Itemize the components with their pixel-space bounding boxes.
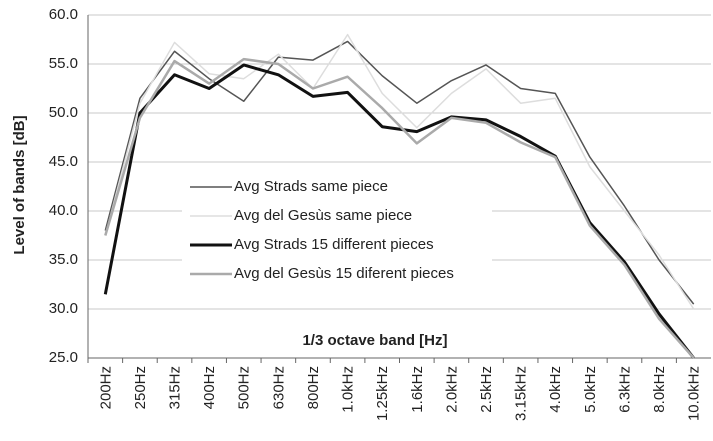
y-tick-label: 45.0 bbox=[49, 153, 78, 170]
series-line bbox=[103, 63, 695, 359]
x-tick-label: 400Hz bbox=[201, 366, 218, 409]
x-title-bg bbox=[270, 329, 480, 353]
x-tick-label: 250Hz bbox=[132, 366, 149, 409]
x-tick-label: 4.0kHz bbox=[547, 366, 564, 413]
x-tick-label: 2.5kHz bbox=[478, 366, 495, 413]
y-tick-label: 60.0 bbox=[49, 6, 78, 23]
x-tick-label: 6.3kHz bbox=[616, 366, 633, 413]
series-line bbox=[104, 40, 695, 305]
legend-label: Avg Strads 15 different pieces bbox=[234, 236, 434, 253]
y-tick-label: 50.0 bbox=[49, 104, 78, 121]
legend-label: Avg del Gesùs same piece bbox=[234, 207, 412, 224]
series-line bbox=[104, 57, 695, 359]
y-tick-label: 55.0 bbox=[49, 55, 78, 72]
x-tick-label: 3.15kHz bbox=[513, 366, 530, 421]
x-tick-label: 200Hz bbox=[97, 366, 114, 409]
x-tick-label: 1.6kHz bbox=[409, 366, 426, 413]
x-tick-label: 500Hz bbox=[236, 366, 253, 409]
y-tick-label: 40.0 bbox=[49, 202, 78, 219]
legend-box bbox=[182, 174, 492, 292]
x-tick-label: 5.0kHz bbox=[582, 366, 599, 413]
x-tick-label: 800Hz bbox=[305, 366, 322, 409]
x-tick-label: 1.25kHz bbox=[374, 366, 391, 421]
x-axis-title: 1/3 octave band [Hz] bbox=[302, 332, 447, 349]
x-tick-label: 2.0kHz bbox=[443, 366, 460, 413]
series-line bbox=[104, 33, 695, 310]
legend-label: Avg del Gesùs 15 diferent pieces bbox=[234, 265, 454, 282]
x-tick-label: 10.0kHz bbox=[686, 366, 703, 421]
x-tick-label: 1.0kHz bbox=[340, 366, 357, 413]
y-axis-title: Level of bands [dB] bbox=[11, 115, 28, 254]
legend-label: Avg Strads same piece bbox=[234, 178, 388, 195]
y-tick-label: 30.0 bbox=[49, 300, 78, 317]
y-tick-label: 35.0 bbox=[49, 251, 78, 268]
x-tick-label: 630Hz bbox=[270, 366, 287, 409]
y-tick-label: 25.0 bbox=[49, 349, 78, 366]
x-tick-label: 8.0kHz bbox=[651, 366, 668, 413]
x-tick-label: 315Hz bbox=[166, 366, 183, 409]
